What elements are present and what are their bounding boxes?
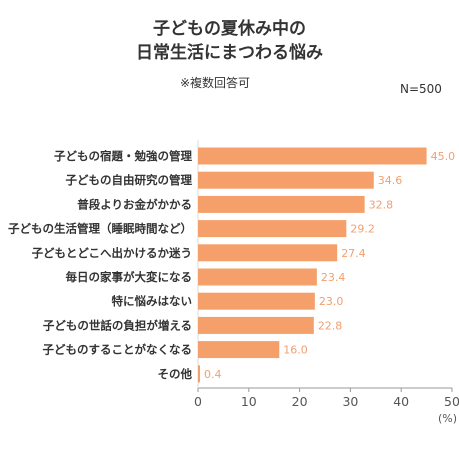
data-label: 34.6 [378, 174, 403, 187]
sample-size-label: N=500 [400, 82, 442, 96]
x-tick-label: 0 [194, 394, 202, 409]
chart-subtitle: ※複数回答可 [180, 76, 251, 90]
category-label: 毎日の家事が大変になる [66, 270, 193, 284]
x-tick-label: 30 [342, 394, 358, 409]
bar [198, 147, 427, 165]
category-label: その他 [158, 367, 193, 381]
chart-title-line2: 日常生活にまつわる悩み [136, 43, 323, 63]
category-label: 子どもの宿題・勉強の管理 [54, 149, 192, 163]
x-tick-label: 20 [292, 394, 308, 409]
data-label: 23.0 [319, 295, 344, 308]
bar [198, 292, 315, 310]
data-label: 45.0 [431, 150, 456, 163]
data-label: 27.4 [341, 247, 366, 260]
category-label: 子どもとどこへ出かけるか迷う [32, 246, 192, 260]
x-tick-label: 40 [393, 394, 409, 409]
category-label: 子どもの自由研究の管理 [66, 173, 193, 187]
x-tick-label: 10 [241, 394, 257, 409]
bar [198, 171, 374, 189]
data-label: 32.8 [369, 198, 394, 211]
chart-title-line1: 子どもの夏休み中の [153, 19, 306, 39]
data-label: 29.2 [350, 223, 375, 236]
bar [198, 268, 317, 286]
category-label: 特に悩みはない [112, 294, 193, 308]
x-tick-label: 50 [444, 394, 459, 409]
bar [198, 220, 347, 238]
data-label: 16.0 [283, 344, 308, 357]
category-label: 子どもの世話の負担が増える [43, 318, 192, 332]
bar [198, 195, 365, 213]
x-axis-unit: (%) [438, 412, 457, 425]
category-label: 子どものすることがなくなる [43, 343, 193, 357]
data-label: 0.4 [204, 368, 222, 381]
bar [198, 316, 314, 334]
data-label: 22.8 [318, 319, 343, 332]
bar [198, 244, 338, 262]
bar [198, 341, 280, 359]
category-label: 普段よりお金がかかる [77, 197, 192, 211]
bar [198, 365, 201, 383]
data-label: 23.4 [321, 271, 346, 284]
category-label: 子どもの生活管理（睡眠時間など） [8, 222, 192, 236]
